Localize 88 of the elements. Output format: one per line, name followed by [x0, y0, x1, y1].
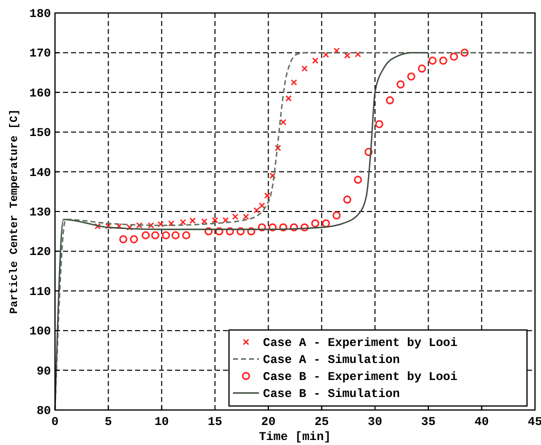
- x-tick-label: 0: [51, 415, 59, 429]
- point: [130, 235, 138, 244]
- y-tick-label: 160: [29, 86, 51, 100]
- point: [119, 235, 128, 244]
- point: [268, 223, 277, 232]
- point: [280, 119, 286, 126]
- point: [290, 223, 298, 232]
- point: [279, 223, 288, 232]
- point: [264, 192, 270, 199]
- point: [322, 219, 330, 228]
- point: [354, 51, 362, 58]
- y-tick-label: 150: [29, 126, 51, 140]
- point: [151, 231, 160, 240]
- point: [396, 80, 405, 89]
- x-tick-label: 30: [368, 415, 382, 429]
- point: [232, 214, 238, 220]
- y-axis-title: Particle Center Temperature [C]: [9, 109, 21, 314]
- y-tick-label: 180: [29, 7, 51, 21]
- point: [258, 223, 266, 232]
- y-tick-label: 100: [29, 324, 51, 339]
- x-tick-label: 35: [421, 415, 436, 429]
- point: [322, 52, 330, 58]
- point: [116, 223, 122, 230]
- point: [460, 48, 469, 57]
- x-axis-title: Time [min]: [258, 430, 332, 444]
- point: [182, 231, 190, 240]
- point: [428, 56, 437, 65]
- legend-label: Case A - Simulation: [263, 353, 400, 367]
- point: [354, 176, 362, 184]
- point: [386, 96, 394, 104]
- point: [439, 56, 448, 65]
- point: [300, 223, 309, 232]
- point: [333, 48, 340, 54]
- point: [226, 227, 234, 236]
- point: [180, 219, 186, 226]
- point: [269, 172, 276, 179]
- point: [285, 95, 292, 102]
- point: [274, 144, 282, 152]
- line-series: [54, 52, 430, 411]
- point: [142, 231, 150, 240]
- point: [171, 231, 180, 240]
- point: [332, 211, 341, 220]
- point: [215, 227, 224, 236]
- point: [94, 223, 101, 230]
- legend-label: Case B - Experiment by Looi: [263, 370, 458, 384]
- point: [247, 227, 256, 236]
- point: [450, 52, 458, 61]
- point: [157, 221, 164, 228]
- point: [290, 79, 298, 86]
- y-tick-label: 80: [36, 404, 51, 418]
- y-tick-label: 130: [29, 206, 51, 220]
- x-tick-label: 10: [154, 415, 169, 429]
- point: [162, 231, 170, 240]
- point: [201, 218, 208, 225]
- point: [311, 219, 320, 228]
- point: [126, 224, 133, 231]
- legend-label: Case A - Experiment by Looi: [263, 336, 458, 350]
- y-tick-label: 170: [29, 46, 51, 61]
- y-tick-label: 120: [29, 245, 51, 260]
- point: [212, 217, 218, 224]
- x-tick-label: 40: [474, 415, 489, 429]
- x-tick-label: 20: [261, 415, 276, 429]
- y-tick-label: 110: [29, 284, 51, 299]
- point: [236, 227, 245, 236]
- point: [258, 202, 266, 209]
- point: [189, 217, 196, 224]
- point: [242, 214, 250, 220]
- x-tick-label: 5: [104, 415, 112, 429]
- point: [364, 148, 373, 156]
- point: [344, 52, 350, 59]
- x-tick-label: 25: [314, 415, 329, 429]
- point: [312, 57, 318, 64]
- x-tick-label: 15: [208, 415, 222, 429]
- point: [418, 64, 426, 73]
- point: [105, 223, 112, 230]
- y-tick-label: 140: [29, 166, 51, 180]
- point: [148, 222, 154, 229]
- y-tick-label: 90: [36, 364, 51, 378]
- point: [253, 207, 260, 214]
- point: [222, 217, 229, 224]
- legend-label: Case B - Simulation: [263, 387, 400, 401]
- point: [136, 222, 142, 229]
- point: [407, 72, 416, 81]
- point: [343, 196, 352, 204]
- point: [204, 227, 213, 236]
- point: [168, 220, 174, 227]
- point: [301, 65, 308, 72]
- point: [375, 120, 384, 128]
